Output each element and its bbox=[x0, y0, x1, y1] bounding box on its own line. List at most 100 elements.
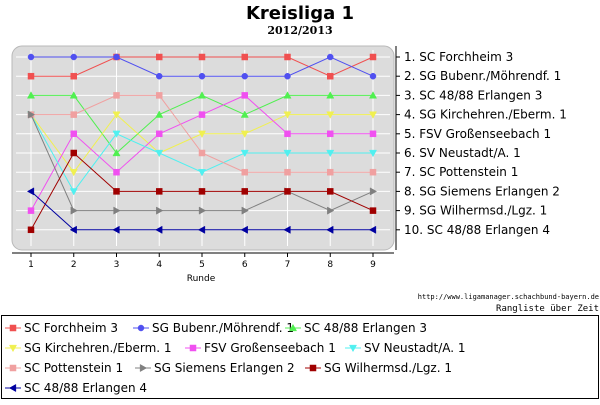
x-tick-label: 3 bbox=[114, 260, 120, 270]
data-point bbox=[368, 149, 378, 158]
data-point bbox=[240, 225, 248, 234]
data-point bbox=[283, 91, 292, 99]
legend-item: SG Siemens Erlangen 2 bbox=[135, 361, 295, 375]
data-point bbox=[198, 149, 206, 157]
series-4 bbox=[26, 111, 378, 177]
legend-label: SC Forchheim 3 bbox=[24, 321, 118, 335]
data-point bbox=[69, 91, 78, 99]
data-point bbox=[70, 72, 77, 80]
chart-subtitle: 2012/2013 bbox=[267, 24, 332, 37]
data-point bbox=[327, 130, 334, 138]
legend-marker bbox=[8, 383, 17, 393]
data-point bbox=[368, 225, 377, 234]
data-point bbox=[70, 111, 77, 118]
data-point bbox=[156, 92, 163, 99]
x-tick-label: 2 bbox=[71, 260, 77, 270]
legend-marker bbox=[189, 344, 197, 352]
data-point bbox=[284, 53, 291, 61]
data-point bbox=[156, 130, 163, 138]
legend-item: SC Forchheim 3 bbox=[5, 321, 118, 335]
data-point bbox=[327, 72, 334, 80]
data-point bbox=[197, 169, 207, 177]
legend-marker bbox=[309, 364, 317, 372]
data-point bbox=[69, 188, 78, 196]
series-group bbox=[26, 53, 378, 234]
data-point bbox=[198, 53, 206, 61]
x-tick-label: 9 bbox=[370, 260, 376, 270]
legend bbox=[1, 315, 599, 399]
footer-caption: Rangliste über Zeit bbox=[496, 304, 599, 314]
data-point bbox=[284, 72, 291, 80]
legend-marker bbox=[9, 324, 17, 332]
rank-label: 6. SV Neustadt/A. 1 bbox=[404, 146, 521, 160]
x-tick-label: 5 bbox=[199, 260, 205, 270]
data-point bbox=[197, 225, 206, 234]
legend-marker bbox=[288, 323, 298, 332]
data-point bbox=[155, 149, 164, 158]
legend-label: SG Siemens Erlangen 2 bbox=[154, 361, 295, 375]
legend-items: SC Forchheim 3 SG Bubenr./Möhrendf. 1 SC 4… bbox=[5, 321, 466, 395]
data-point bbox=[326, 149, 335, 158]
data-point bbox=[368, 111, 378, 119]
data-point bbox=[326, 91, 335, 99]
data-point bbox=[70, 206, 78, 215]
data-point bbox=[27, 72, 35, 80]
data-point bbox=[241, 72, 248, 80]
data-point bbox=[369, 72, 377, 80]
data-point bbox=[283, 225, 291, 234]
data-point bbox=[368, 91, 378, 99]
data-point bbox=[70, 149, 77, 157]
series-5 bbox=[27, 92, 377, 214]
data-point bbox=[326, 225, 334, 234]
data-point bbox=[198, 72, 206, 80]
legend-label: SC Pottenstein 1 bbox=[24, 361, 123, 375]
data-point bbox=[26, 91, 36, 99]
data-point bbox=[283, 149, 292, 158]
footer-url: http://www.ligamanager.schachbund-bayern… bbox=[418, 293, 599, 301]
data-point bbox=[241, 206, 249, 215]
legend-item: SC 48/88 Erlangen 3 bbox=[285, 321, 427, 335]
data-point bbox=[113, 188, 120, 195]
rank-label: 10. SC 48/88 Erlangen 4 bbox=[404, 223, 550, 237]
data-point bbox=[240, 149, 249, 158]
legend-item: SC 48/88 Erlangen 4 bbox=[5, 381, 147, 395]
data-point bbox=[369, 168, 377, 176]
x-axis-label: Runde bbox=[187, 274, 216, 284]
data-point bbox=[198, 111, 206, 118]
data-point bbox=[369, 130, 377, 138]
data-point bbox=[284, 188, 291, 195]
data-point bbox=[369, 187, 378, 196]
rank-label: 3. SC 48/88 Erlangen 3 bbox=[404, 88, 542, 102]
legend-item: SC Pottenstein 1 bbox=[5, 361, 123, 375]
series-6 bbox=[26, 111, 378, 196]
x-tick-label: 1 bbox=[28, 260, 34, 270]
data-point bbox=[156, 72, 163, 80]
data-point bbox=[156, 188, 163, 195]
legend-marker bbox=[137, 324, 145, 332]
data-point bbox=[70, 130, 77, 138]
data-point bbox=[27, 226, 35, 234]
data-point bbox=[369, 53, 377, 61]
data-point bbox=[112, 148, 121, 157]
data-point bbox=[156, 53, 163, 61]
rank-label: 9. SG Wilhermsd./Lgz. 1 bbox=[404, 204, 547, 218]
data-point bbox=[112, 225, 120, 234]
data-point bbox=[198, 188, 206, 195]
rank-label: 7. SC Pottenstein 1 bbox=[404, 165, 518, 179]
data-point bbox=[241, 53, 248, 61]
data-point bbox=[69, 225, 77, 234]
rank-label: 8. SG Siemens Erlangen 2 bbox=[404, 184, 560, 198]
data-point bbox=[155, 110, 164, 118]
rank-label: 1. SC Forchheim 3 bbox=[404, 50, 513, 64]
x-tick-label: 8 bbox=[327, 260, 333, 270]
data-point bbox=[113, 206, 121, 215]
legend-marker bbox=[348, 344, 358, 353]
series-9 bbox=[27, 149, 377, 234]
plot-area bbox=[11, 45, 395, 251]
data-point bbox=[113, 92, 120, 99]
data-point bbox=[69, 169, 78, 177]
data-point bbox=[197, 130, 207, 138]
legend-item: SG Wilhermsd./Lgz. 1 bbox=[305, 361, 452, 375]
data-point bbox=[284, 130, 291, 138]
series-2 bbox=[27, 53, 377, 80]
